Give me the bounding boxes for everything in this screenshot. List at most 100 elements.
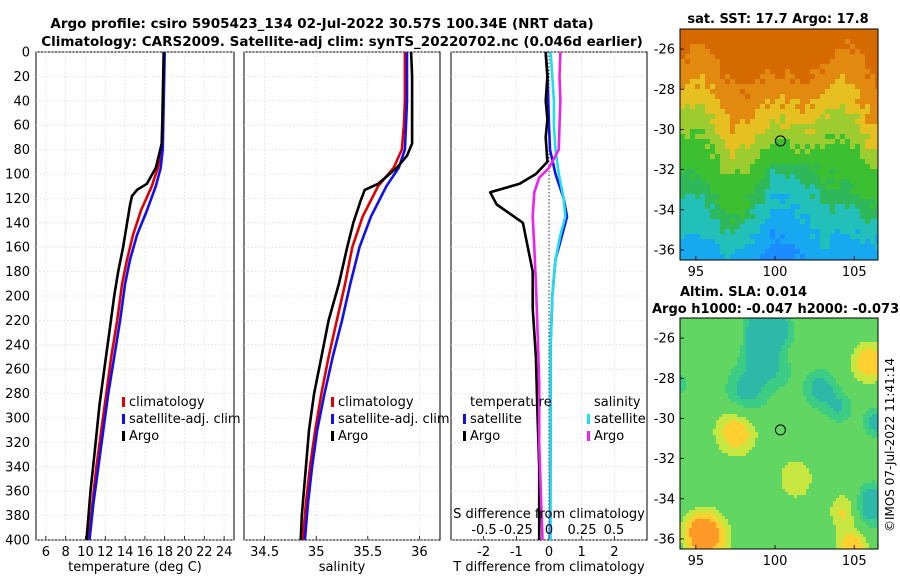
heatmap-cell	[780, 34, 786, 40]
heatmap-cell	[725, 438, 729, 442]
heatmap-cell	[860, 333, 864, 337]
heatmap-cell	[863, 399, 867, 403]
heatmap-cell	[698, 360, 702, 364]
heatmap-cell	[692, 366, 696, 370]
heatmap-cell	[705, 189, 711, 195]
heatmap-cell	[770, 447, 774, 451]
heatmap-cell	[839, 390, 843, 394]
heatmap-cell	[812, 351, 816, 355]
heatmap-cell	[779, 393, 783, 397]
heatmap-cell	[746, 396, 750, 400]
heatmap-cell	[803, 411, 807, 415]
heatmap-cell	[779, 351, 783, 355]
heatmap-cell	[791, 351, 795, 355]
heatmap-cell	[749, 324, 753, 328]
heatmap-cell	[689, 327, 693, 331]
heatmap-cell	[815, 59, 821, 65]
heatmap-cell	[833, 327, 837, 331]
heatmap-cell	[815, 139, 821, 145]
heatmap-cell	[773, 441, 777, 445]
heatmap-cell	[773, 318, 777, 322]
heatmap-cell	[820, 149, 826, 155]
heatmap-cell	[835, 244, 841, 250]
heatmap-cell	[785, 79, 791, 85]
heatmap-cell	[870, 254, 876, 260]
heatmap-cell	[860, 79, 866, 85]
heatmap-cell	[730, 209, 736, 215]
heatmap-cell	[809, 327, 813, 331]
heatmap-cell	[835, 64, 841, 70]
heatmap-cell	[782, 354, 786, 358]
heatmap-cell	[805, 164, 811, 170]
heatmap-cell	[680, 139, 686, 145]
heatmap-cell	[760, 149, 766, 155]
heatmap-cell	[749, 387, 753, 391]
heatmap-cell	[746, 414, 750, 418]
heatmap-cell	[690, 199, 696, 205]
heatmap-cell	[805, 39, 811, 45]
heatmap-cell	[767, 318, 771, 322]
heatmap-cell	[870, 74, 876, 80]
heatmap-cell	[818, 351, 822, 355]
heatmap-cell	[680, 366, 684, 370]
heatmap-cell	[715, 159, 721, 165]
heatmap-cell	[690, 164, 696, 170]
heatmap-cell	[710, 209, 716, 215]
heatmap-cell	[725, 411, 729, 415]
heatmap-cell	[815, 393, 819, 397]
heatmap-cell	[707, 318, 711, 322]
heatmap-cell	[848, 384, 852, 388]
heatmap-cell	[790, 59, 796, 65]
heatmap-cell	[704, 324, 708, 328]
heatmap-cell	[780, 39, 786, 45]
heatmap-cell	[767, 444, 771, 448]
heatmap-cell	[812, 444, 816, 448]
heatmap-cell	[752, 396, 756, 400]
heatmap-cell	[825, 144, 831, 150]
heatmap-cell	[722, 432, 726, 436]
heatmap-cell	[855, 84, 861, 90]
sla-map: Altim. SLA: 0.014 Argo h1000: -0.047 h20…	[652, 285, 899, 569]
heatmap-cell	[830, 39, 836, 45]
heatmap-cell	[863, 360, 867, 364]
heatmap-cell	[700, 119, 706, 125]
heatmap-cell	[803, 447, 807, 451]
heatmap-cell	[860, 49, 866, 55]
heatmap-cell	[698, 327, 702, 331]
heatmap-cell	[767, 420, 771, 424]
heatmap-cell	[722, 402, 726, 406]
heatmap-cell	[820, 99, 826, 105]
heatmap-cell	[854, 369, 858, 373]
heatmap-cell	[810, 89, 816, 95]
heatmap-cell	[770, 199, 776, 205]
heatmap-cell	[782, 390, 786, 394]
heatmap-cell	[794, 336, 798, 340]
heatmap-cell	[815, 405, 819, 409]
heatmap-cell	[875, 408, 878, 412]
heatmap-cell	[779, 372, 783, 376]
heatmap-cell	[731, 327, 735, 331]
heatmap-cell	[855, 169, 861, 175]
heatmap-cell	[840, 194, 846, 200]
heatmap-cell	[695, 104, 701, 110]
heatmap-cell	[764, 342, 768, 346]
heatmap-cell	[710, 342, 714, 346]
heatmap-cell	[728, 375, 732, 379]
heatmap-cell	[746, 330, 750, 334]
heatmap-cell	[775, 94, 781, 100]
heatmap-cell	[812, 429, 816, 433]
legend-t-satellite: satellite	[470, 412, 522, 427]
heatmap-cell	[797, 318, 801, 322]
heatmap-cell	[855, 239, 861, 245]
heatmap-cell	[824, 435, 828, 439]
heatmap-cell	[767, 384, 771, 388]
heatmap-cell	[830, 74, 836, 80]
heatmap-cell	[755, 99, 761, 105]
heatmap-cell	[836, 354, 840, 358]
heatmap-cell	[836, 378, 840, 382]
heatmap-cell	[715, 39, 721, 45]
heatmap-cell	[830, 59, 836, 65]
heatmap-cell	[690, 209, 696, 215]
heatmap-cell	[805, 79, 811, 85]
heatmap-cell	[775, 114, 781, 120]
